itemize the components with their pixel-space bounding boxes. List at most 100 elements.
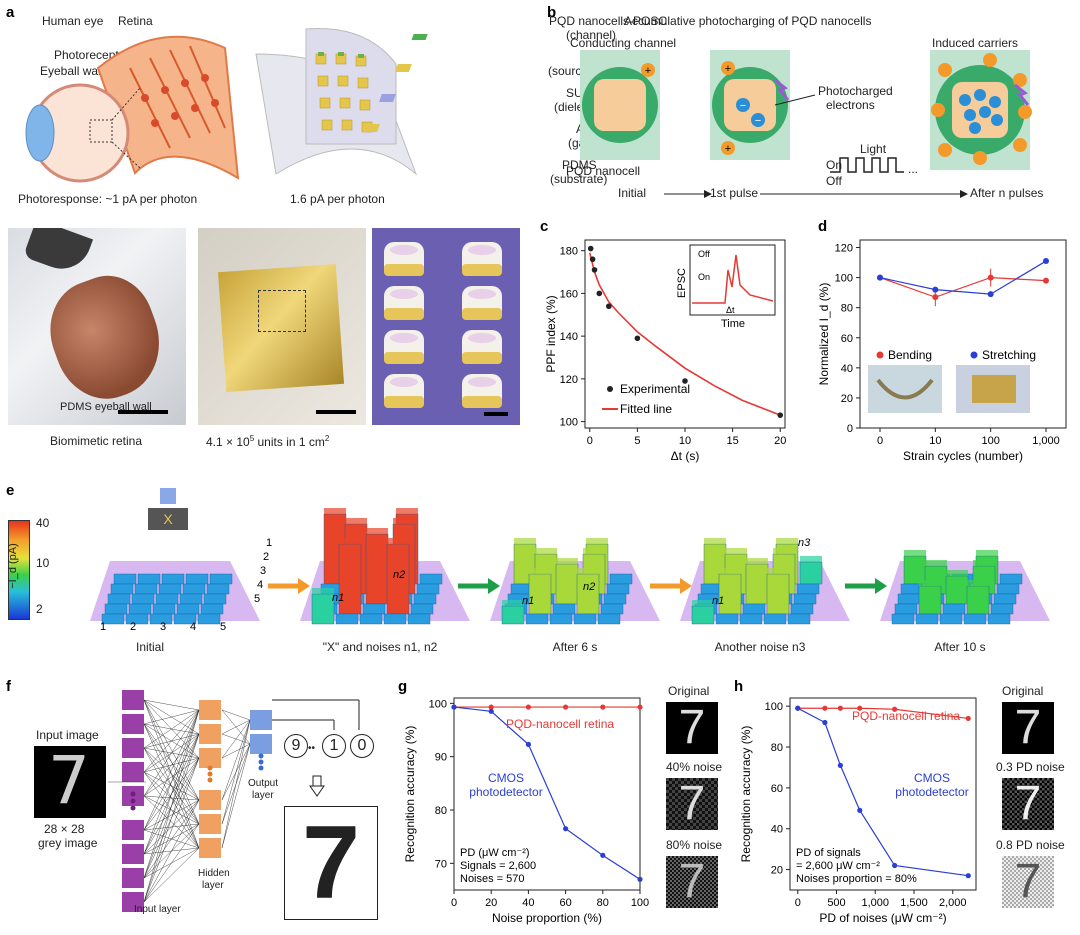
- pixel-cell: [383, 613, 407, 625]
- x-tick-label: 1,000: [1032, 435, 1060, 447]
- pixel-top: [502, 600, 524, 606]
- pixel-cell: [173, 613, 197, 625]
- nn-edge: [143, 709, 200, 797]
- output-layer-label-1: Output: [248, 778, 279, 789]
- dots-between: ••: [308, 743, 316, 754]
- hidden-neuron: [199, 724, 221, 744]
- series-point: [795, 705, 801, 711]
- experimental-point: [591, 267, 598, 273]
- pixel-cell: [963, 613, 987, 625]
- pixel-cell: [416, 583, 440, 595]
- input-neuron: [122, 738, 144, 758]
- device-illustration: [255, 27, 428, 176]
- series-point: [451, 704, 457, 710]
- y-tick-label: 180: [560, 246, 578, 258]
- pixel-top: [973, 560, 995, 566]
- pixel-top: [324, 508, 346, 514]
- label-cmos: CMOS: [488, 771, 524, 785]
- pixel-cell: [359, 613, 383, 625]
- svg-text:Time: Time: [721, 318, 745, 330]
- nn-edge: [221, 743, 251, 759]
- pqd-nanocell-label: PQD nanocell: [566, 164, 641, 178]
- pixel-top: [904, 550, 926, 556]
- pixel-cell: [945, 575, 969, 605]
- pixel-cell: [203, 593, 227, 605]
- g-noise1-image: 7: [666, 778, 718, 830]
- device-response-text: 1.6 pA per photon: [290, 192, 385, 206]
- y-tick-label: 20: [771, 865, 783, 877]
- input-layer-label: Input layer: [134, 904, 181, 915]
- pixel-top: [577, 568, 599, 574]
- colorbar-tick-10: 10: [36, 556, 50, 570]
- layer-5-name: PDMS: [562, 158, 597, 172]
- stage-label-4: Another noise n3: [714, 640, 806, 654]
- input-digit-image: 7: [34, 746, 106, 818]
- hidden-ellipsis-dot: [207, 771, 213, 777]
- label-pqd-retina: PQD-nanocell retina: [506, 717, 614, 731]
- nn-edge: [143, 771, 200, 801]
- stage-arrow-head: [488, 578, 500, 594]
- series-point: [563, 704, 569, 710]
- nn-edge: [143, 799, 200, 879]
- panel-label-e: e: [6, 482, 15, 499]
- pixel-cell: [763, 613, 787, 625]
- nn-edge: [143, 709, 200, 773]
- y-tick-label: 90: [435, 752, 447, 764]
- x-tick-label: 0: [451, 897, 457, 909]
- photocharging-diagram: + − − + +: [580, 50, 1032, 173]
- row-tick: 5: [254, 593, 260, 605]
- row-tick: 1: [266, 537, 272, 549]
- nn-edge: [221, 709, 251, 721]
- micro-cell-top: [390, 333, 418, 343]
- nn-edge: [221, 719, 251, 801]
- y-tick-label: 20: [841, 393, 853, 405]
- nn-edge: [143, 709, 200, 725]
- photocharged-label: Photocharged: [818, 84, 893, 98]
- plot-frame: [453, 697, 641, 891]
- pixel-cell: [600, 603, 624, 615]
- row-tick: 3: [260, 565, 266, 577]
- x-tick-label: 60: [559, 897, 571, 909]
- step-after: After n pulses: [970, 186, 1044, 200]
- nn-edge: [143, 747, 200, 801]
- chart-c: 0 5 10 15 20 100 120 140 160 180 Δt (s) PPF index (…: [544, 239, 786, 463]
- retina-label: Retina: [118, 14, 153, 28]
- legend-experimental: Experimental: [620, 382, 690, 396]
- pixel-cell: [790, 603, 814, 615]
- pixel-cell: [410, 603, 434, 615]
- point-bending: [1043, 277, 1049, 284]
- pixel-cell: [158, 583, 182, 595]
- pixel-top: [719, 568, 741, 574]
- output-ellipsis-dot: [258, 765, 264, 771]
- array-stage-3: [490, 538, 660, 625]
- pd-note-line: Noises proportion = 80%: [796, 873, 917, 885]
- output-neuron: [250, 710, 272, 730]
- pixel-top: [514, 538, 536, 544]
- nn-edge: [221, 719, 251, 759]
- pixel-cell: [155, 593, 179, 605]
- layer-5-role: (substrate): [550, 172, 608, 186]
- svg-text:Off: Off: [698, 249, 710, 259]
- g-original-label: Original: [668, 684, 710, 698]
- panel-label-a: a: [6, 4, 15, 21]
- micro-cell-electrode: [384, 396, 424, 408]
- pixel-cell: [894, 603, 918, 615]
- pixel-cell: [206, 583, 230, 595]
- pixel-cell: [128, 603, 152, 615]
- svg-text:−: −: [755, 115, 761, 127]
- pixel-cell: [891, 613, 915, 625]
- b-title: Accumulative photocharging of PQD nanoce…: [624, 14, 872, 28]
- stage-label-5: After 10 s: [934, 640, 986, 654]
- pixel-cell: [903, 555, 927, 585]
- pixel-cell: [793, 593, 817, 605]
- pixel-cell: [419, 573, 443, 585]
- step-first: 1st pulse: [710, 186, 759, 200]
- pixel-top: [773, 548, 795, 554]
- series-point: [488, 704, 494, 710]
- pixel-cell: [552, 603, 576, 615]
- nn-edge: [143, 795, 200, 825]
- legend-bending: Bending: [888, 348, 932, 362]
- point-stretching: [877, 274, 883, 281]
- nn-edge: [143, 709, 200, 831]
- pixel-cell: [549, 613, 573, 625]
